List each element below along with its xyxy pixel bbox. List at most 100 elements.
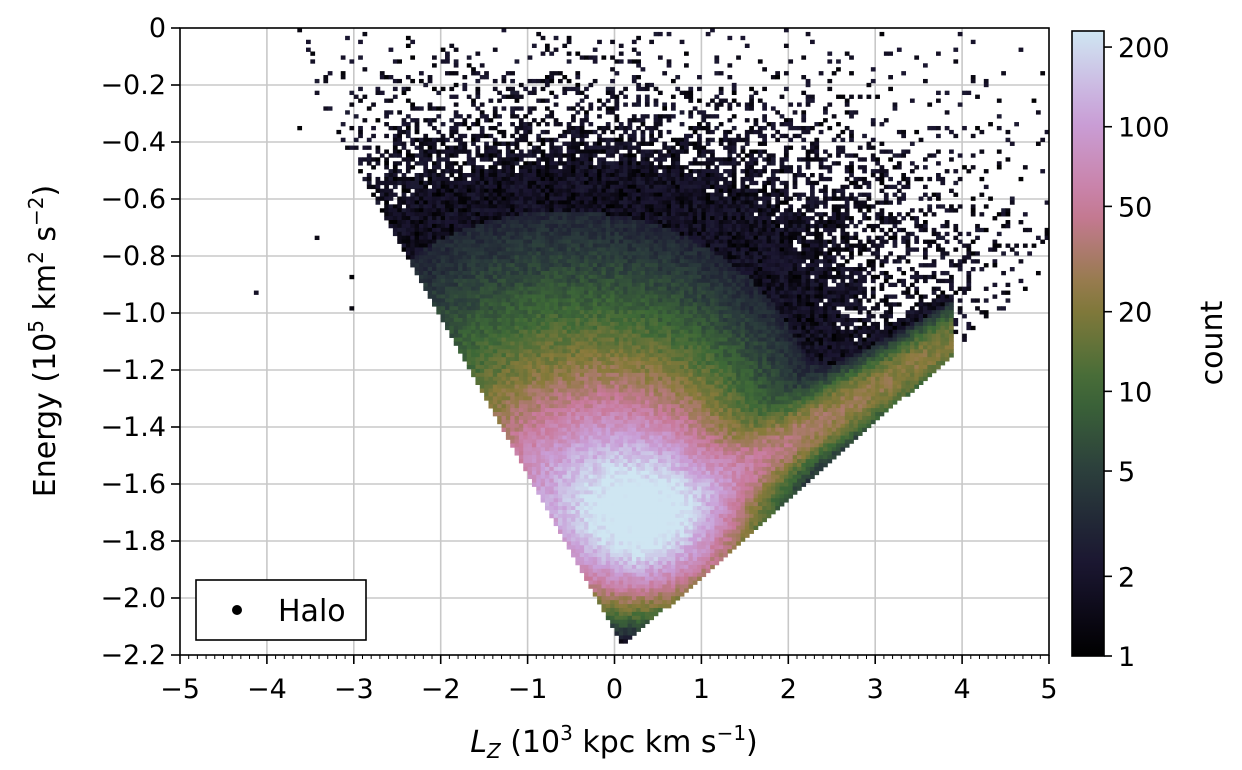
heatmap-cell xyxy=(388,204,394,209)
heatmap-cell xyxy=(640,278,646,284)
heatmap-cell xyxy=(605,165,611,170)
heatmap-cell xyxy=(540,184,546,190)
heatmap-cell xyxy=(923,274,928,280)
heatmap-cell xyxy=(401,212,407,217)
heatmap-cell xyxy=(779,286,785,291)
heatmap-cell xyxy=(666,196,672,201)
heatmap-cell xyxy=(540,220,546,225)
heatmap-cell xyxy=(497,243,502,248)
heatmap-cell xyxy=(484,223,489,229)
heatmap-cell xyxy=(592,223,598,229)
heatmap-cell xyxy=(705,251,711,256)
heatmap-cell xyxy=(701,110,707,115)
heatmap-cell xyxy=(662,200,668,205)
heatmap-cell xyxy=(601,204,607,209)
heatmap-cell xyxy=(705,114,711,119)
heatmap-cell xyxy=(579,55,585,60)
heatmap-cell xyxy=(462,227,468,233)
heatmap-cell xyxy=(1031,243,1037,248)
heatmap-cell xyxy=(527,141,533,146)
heatmap-cell xyxy=(592,243,598,248)
heatmap-cell xyxy=(849,71,854,76)
heatmap-cell xyxy=(779,267,785,272)
heatmap-cell xyxy=(584,153,589,158)
heatmap-cell xyxy=(401,176,407,182)
heatmap-cell xyxy=(410,227,416,233)
heatmap-cell xyxy=(762,165,767,170)
heatmap-cell xyxy=(497,192,502,197)
heatmap-cell xyxy=(475,86,481,92)
heatmap-cell xyxy=(640,122,646,127)
heatmap-cell xyxy=(410,184,416,190)
heatmap-cell xyxy=(675,251,681,256)
heatmap-cell xyxy=(840,274,846,280)
heatmap-cell xyxy=(801,251,807,256)
heatmap-cell xyxy=(740,35,746,41)
heatmap-cell xyxy=(914,176,920,182)
heatmap-cell xyxy=(531,267,537,272)
heatmap-cell xyxy=(627,125,633,131)
heatmap-cell xyxy=(823,274,828,280)
heatmap-cell xyxy=(692,290,698,295)
heatmap-cell xyxy=(453,290,459,295)
heatmap-cell xyxy=(440,259,446,264)
heatmap-cell xyxy=(766,204,772,209)
heatmap-cell xyxy=(749,98,754,103)
heatmap-cell xyxy=(649,294,655,299)
heatmap-cell xyxy=(440,282,446,288)
heatmap-cell xyxy=(636,220,641,225)
heatmap-cell xyxy=(427,200,433,205)
heatmap-cell xyxy=(566,176,572,182)
heatmap-cell xyxy=(627,239,633,244)
heatmap-cell xyxy=(627,208,633,213)
heatmap-cell xyxy=(679,137,685,143)
heatmap-cell xyxy=(736,270,741,276)
heatmap-cell xyxy=(618,267,624,272)
heatmap-cell xyxy=(844,98,850,103)
heatmap-cell xyxy=(779,282,785,288)
heatmap-cell xyxy=(527,196,533,201)
heatmap-cell xyxy=(788,145,794,150)
heatmap-cell xyxy=(631,270,637,276)
heatmap-cell xyxy=(749,188,754,193)
heatmap-cell xyxy=(544,157,550,162)
heatmap-cell xyxy=(710,149,715,154)
heatmap-cell xyxy=(666,259,672,264)
heatmap-cell xyxy=(610,294,615,299)
heatmap-cell xyxy=(783,282,789,288)
heatmap-cell xyxy=(888,157,893,162)
heatmap-cell xyxy=(418,184,424,190)
heatmap-cell xyxy=(562,290,568,295)
heatmap-cell xyxy=(918,196,924,201)
heatmap-cell xyxy=(684,63,689,68)
heatmap-cell xyxy=(536,200,542,205)
heatmap-cell xyxy=(870,278,876,284)
heatmap-cell xyxy=(710,231,715,237)
heatmap-cell xyxy=(531,255,537,260)
heatmap-cell xyxy=(731,227,737,233)
heatmap-cell xyxy=(962,243,967,248)
heatmap-cell xyxy=(471,165,476,170)
heatmap-cell xyxy=(679,176,685,182)
heatmap-cell xyxy=(779,165,785,170)
heatmap-cell xyxy=(505,220,511,225)
heatmap-cell xyxy=(488,98,494,103)
heatmap-cell xyxy=(675,169,681,174)
heatmap-cell xyxy=(831,208,837,213)
heatmap-cell xyxy=(518,137,524,143)
heatmap-cell xyxy=(410,192,416,197)
heatmap-cell xyxy=(553,188,559,193)
heatmap-cell xyxy=(314,90,320,96)
heatmap-cell xyxy=(618,51,624,56)
heatmap-cell xyxy=(592,141,598,146)
heatmap-cell xyxy=(579,255,585,260)
heatmap-cell xyxy=(514,94,520,99)
heatmap-cell xyxy=(588,282,594,288)
heatmap-cell xyxy=(531,243,537,248)
heatmap-cell xyxy=(814,235,820,241)
heatmap-cell xyxy=(675,286,681,291)
heatmap-cell xyxy=(432,270,437,276)
heatmap-cell xyxy=(605,161,611,166)
heatmap-cell xyxy=(749,286,754,291)
heatmap-cell xyxy=(714,106,720,111)
